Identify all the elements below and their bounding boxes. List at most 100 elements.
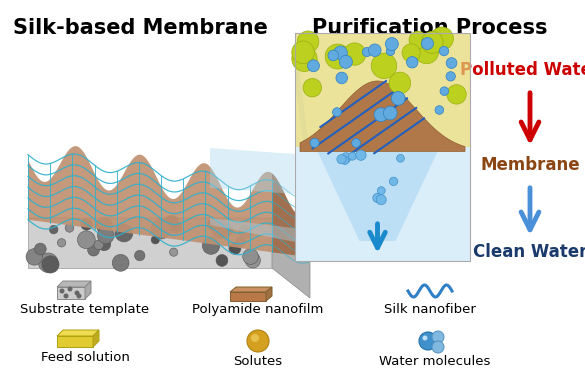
- Polygon shape: [57, 330, 99, 336]
- Text: Silk nanofiber: Silk nanofiber: [384, 303, 476, 316]
- Circle shape: [77, 294, 81, 299]
- Circle shape: [112, 255, 129, 271]
- Circle shape: [135, 250, 145, 261]
- Circle shape: [432, 341, 444, 353]
- Circle shape: [236, 237, 245, 247]
- Polygon shape: [295, 147, 470, 261]
- Circle shape: [202, 237, 219, 254]
- Circle shape: [383, 106, 397, 120]
- Circle shape: [74, 291, 80, 296]
- Polygon shape: [85, 281, 91, 299]
- Polygon shape: [210, 33, 310, 195]
- Circle shape: [402, 44, 420, 62]
- Circle shape: [446, 58, 457, 68]
- Circle shape: [251, 334, 259, 342]
- Circle shape: [207, 218, 219, 230]
- Circle shape: [212, 220, 230, 238]
- Text: Silk-based Membrane: Silk-based Membrane: [12, 18, 267, 38]
- Circle shape: [50, 225, 58, 234]
- Text: Feed solution: Feed solution: [40, 351, 129, 364]
- Circle shape: [386, 38, 398, 50]
- Circle shape: [371, 53, 397, 79]
- Circle shape: [447, 85, 466, 104]
- Circle shape: [297, 31, 319, 53]
- Text: Water molecules: Water molecules: [379, 355, 491, 368]
- Polygon shape: [266, 287, 272, 301]
- Circle shape: [325, 44, 350, 69]
- Circle shape: [292, 46, 317, 71]
- Circle shape: [229, 243, 241, 255]
- Polygon shape: [28, 146, 272, 252]
- Polygon shape: [272, 173, 310, 257]
- Circle shape: [435, 106, 443, 114]
- Circle shape: [64, 294, 68, 299]
- Circle shape: [432, 331, 444, 343]
- Circle shape: [115, 224, 133, 242]
- Circle shape: [421, 38, 433, 50]
- Circle shape: [98, 238, 111, 251]
- Circle shape: [341, 153, 351, 163]
- Circle shape: [77, 231, 95, 249]
- Circle shape: [26, 249, 43, 265]
- Circle shape: [94, 240, 104, 250]
- Text: Polyamide nanofilm: Polyamide nanofilm: [192, 303, 324, 316]
- Text: Substrate template: Substrate template: [20, 303, 150, 316]
- Circle shape: [440, 87, 449, 96]
- Circle shape: [352, 138, 360, 147]
- Polygon shape: [318, 152, 438, 241]
- Circle shape: [349, 152, 356, 160]
- Circle shape: [239, 226, 252, 238]
- Polygon shape: [230, 292, 266, 301]
- Circle shape: [339, 55, 352, 68]
- Circle shape: [343, 43, 366, 65]
- Circle shape: [164, 215, 179, 231]
- Polygon shape: [230, 287, 272, 292]
- Circle shape: [88, 244, 99, 256]
- Circle shape: [243, 249, 259, 264]
- Circle shape: [386, 47, 395, 56]
- Circle shape: [422, 335, 428, 341]
- Circle shape: [377, 187, 385, 195]
- Circle shape: [332, 108, 342, 117]
- Polygon shape: [57, 281, 91, 287]
- Circle shape: [310, 138, 319, 147]
- Circle shape: [415, 40, 439, 64]
- Circle shape: [57, 239, 66, 247]
- Circle shape: [446, 72, 455, 81]
- Circle shape: [42, 256, 59, 273]
- Circle shape: [96, 217, 112, 233]
- Circle shape: [419, 332, 437, 350]
- Circle shape: [397, 155, 404, 162]
- Circle shape: [223, 225, 233, 235]
- Circle shape: [431, 27, 453, 50]
- Circle shape: [391, 91, 405, 105]
- Text: Polluted Water: Polluted Water: [460, 61, 585, 79]
- Circle shape: [390, 177, 398, 186]
- Circle shape: [292, 41, 314, 64]
- Circle shape: [362, 47, 371, 57]
- Polygon shape: [300, 81, 465, 152]
- Text: Purification Process: Purification Process: [312, 18, 548, 38]
- Circle shape: [333, 46, 347, 59]
- Circle shape: [341, 156, 349, 164]
- Polygon shape: [272, 218, 310, 298]
- Circle shape: [60, 288, 64, 294]
- Polygon shape: [28, 218, 310, 248]
- Polygon shape: [210, 218, 325, 261]
- Circle shape: [97, 227, 114, 244]
- Circle shape: [369, 44, 381, 56]
- Circle shape: [170, 248, 178, 256]
- Polygon shape: [295, 33, 470, 147]
- Circle shape: [308, 60, 319, 72]
- Text: Clean Water: Clean Water: [473, 243, 585, 261]
- Circle shape: [303, 79, 322, 97]
- Text: Solutes: Solutes: [233, 355, 283, 368]
- Circle shape: [216, 255, 228, 266]
- Circle shape: [374, 108, 388, 122]
- Circle shape: [328, 50, 339, 61]
- Polygon shape: [57, 287, 85, 299]
- Circle shape: [373, 193, 382, 203]
- Circle shape: [356, 150, 366, 160]
- Circle shape: [170, 221, 182, 233]
- Circle shape: [376, 195, 386, 205]
